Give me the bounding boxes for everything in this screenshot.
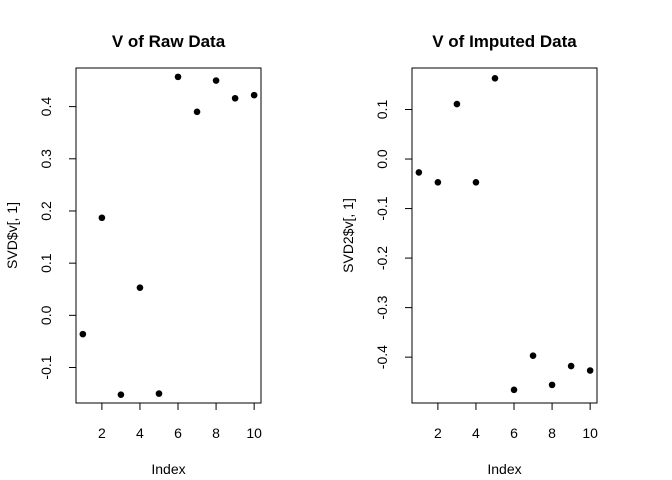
- data-point: [98, 214, 106, 222]
- data-point: [155, 390, 163, 397]
- data-point: [193, 108, 201, 116]
- y-axis-label: SVD2$v[, 1]: [340, 198, 356, 273]
- data-point: [212, 77, 220, 84]
- data-point: [415, 169, 423, 176]
- x-tick-label: 8: [548, 425, 556, 441]
- x-axis-label: Index: [151, 461, 185, 477]
- data-point: [472, 179, 480, 186]
- y-tick-label: -0.2: [374, 246, 390, 270]
- x-tick-label: 2: [98, 425, 106, 441]
- x-tick-label: 4: [472, 425, 480, 441]
- data-point: [510, 386, 518, 394]
- data-point: [136, 284, 144, 291]
- y-tick-label: -0.1: [38, 355, 54, 379]
- data-point: [491, 75, 499, 82]
- data-point: [548, 381, 556, 389]
- y-tick-label: -0.4: [374, 345, 390, 369]
- y-tick-label: 0.1: [374, 100, 390, 120]
- data-point: [529, 352, 537, 359]
- data-point: [117, 391, 125, 398]
- x-tick-label: 6: [510, 425, 518, 441]
- data-point: [79, 330, 87, 338]
- x-tick-label: 6: [174, 425, 182, 441]
- y-tick-label: 0.3: [38, 149, 54, 169]
- data-point: [231, 94, 239, 102]
- chart-title: V of Raw Data: [112, 32, 226, 51]
- chart-panel-1: V of Raw Data 2 4 6 8 10 -0.1 0.0 0.1 0.2 0.3 0.4 In…: [4, 32, 262, 477]
- y-tick-label: 0.2: [38, 201, 54, 221]
- y-axis-label: SVD$v[, 1]: [4, 202, 20, 269]
- y-tick-label: 0.4: [38, 97, 54, 117]
- y-tick-label: 0.0: [374, 149, 390, 169]
- data-point: [250, 91, 258, 99]
- x-axis-label: Index: [487, 461, 521, 477]
- data-point: [453, 100, 461, 108]
- y-tick-label: -0.3: [374, 295, 390, 319]
- data-point: [567, 362, 575, 370]
- x-tick-label: 8: [212, 425, 220, 441]
- plot-frame: [75, 67, 262, 404]
- y-tick-label: 0.0: [38, 305, 54, 325]
- data-point: [586, 367, 594, 374]
- y-tick-label: 0.1: [38, 253, 54, 273]
- data-point: [174, 73, 182, 81]
- chart-panel-2: V of Imputed Data 2 4 6 8 10 -0.4 -0.3 -0.2 -0.1 0…: [340, 32, 598, 477]
- x-tick-label: 10: [246, 425, 262, 441]
- chart-title: V of Imputed Data: [432, 32, 577, 51]
- x-tick-label: 10: [582, 425, 598, 441]
- data-point: [434, 179, 442, 186]
- x-tick-label: 2: [434, 425, 442, 441]
- x-tick-label: 4: [136, 425, 144, 441]
- plot-frame: [411, 67, 598, 404]
- y-tick-label: -0.1: [374, 196, 390, 220]
